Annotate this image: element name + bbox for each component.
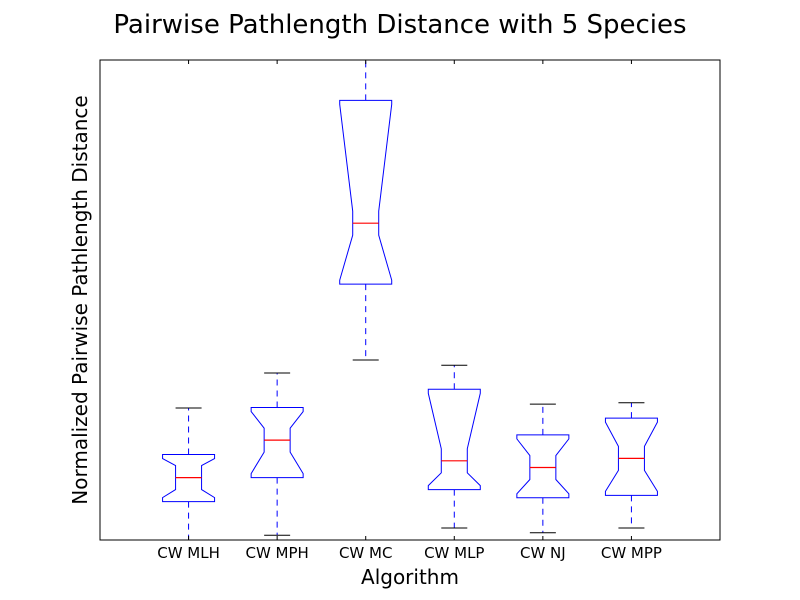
y-axis-label: Normalized Pairwise Pathlength Distance (68, 95, 92, 504)
notched-box (162, 454, 216, 503)
box-6 (604, 402, 658, 529)
x-tick-group: CW MLH CW MPH CW MC CW MLP CW NJ CW MPP (157, 60, 662, 562)
x-tick-label: CW MLH (157, 544, 220, 562)
box-4 (427, 364, 481, 529)
notched-box (427, 388, 481, 491)
x-tick-label: CW NJ (520, 544, 566, 562)
chart-title: Pairwise Pathlength Distance with 5 Spec… (113, 10, 686, 40)
x-tick-label: CW MLP (424, 544, 484, 562)
notched-box (516, 434, 570, 499)
box-5 (516, 403, 570, 534)
box-3 (339, 59, 393, 361)
x-axis-label: Algorithm (361, 565, 459, 589)
x-tick-label: CW MPP (601, 544, 662, 562)
x-tick-label: CW MPH (245, 544, 308, 562)
plot-area (99, 59, 721, 541)
notched-box (339, 99, 393, 285)
box-group (162, 59, 658, 541)
notched-box (250, 407, 304, 479)
x-tick-label: CW MC (339, 544, 393, 562)
notched-box (604, 417, 658, 496)
box-2 (250, 372, 304, 536)
